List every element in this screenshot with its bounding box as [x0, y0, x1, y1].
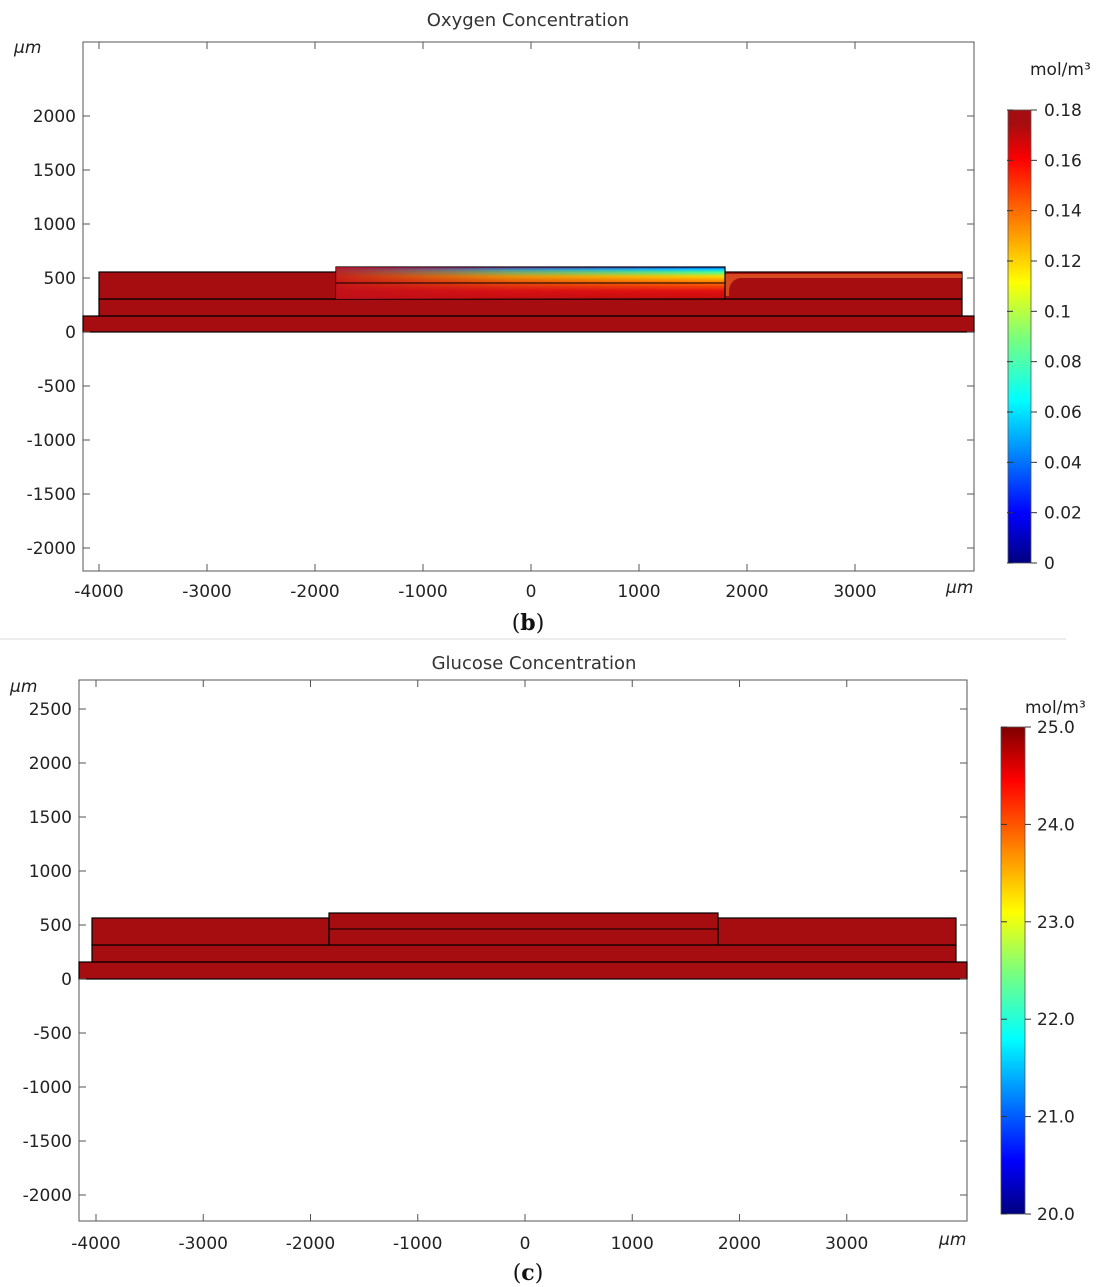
- y-tick-label: -1000: [27, 431, 76, 451]
- colorbar-tick-label: 0.08: [1044, 353, 1082, 373]
- oxygen-colorbar-label: mol/m³: [1030, 60, 1091, 80]
- colorbar-tick-label: 21.0: [1037, 1108, 1075, 1128]
- glucose-right-block: [717, 917, 957, 946]
- x-tick-label: 0: [520, 1234, 531, 1254]
- x-tick-label: -3000: [179, 1234, 228, 1254]
- y-tick-label: 500: [40, 916, 72, 936]
- x-tick-label: 2000: [725, 582, 768, 602]
- oxygen-colorbar-ticks: 0.18 0.16 0.14 0.12 0.1 0.08 0.06 0.04 0.02 0: [1007, 101, 1082, 574]
- oxygen-domains: [82, 266, 975, 333]
- x-tick-label: -1000: [393, 1234, 442, 1254]
- y-tick-label: -2000: [27, 539, 76, 559]
- colorbar-tick-label: 0.18: [1044, 101, 1082, 121]
- x-tick-label: 1000: [611, 1234, 654, 1254]
- y-tick-label: -1500: [27, 485, 76, 505]
- colorbar-tick-label: 0.04: [1044, 453, 1082, 473]
- y-tick-label: -500: [33, 1024, 72, 1044]
- colorbar-tick-label: 24.0: [1037, 815, 1075, 835]
- glucose-x-axis: -4000 -3000 -2000 -1000 0 1000 2000 3000: [71, 680, 868, 1254]
- x-tick-label: -1000: [398, 582, 447, 602]
- colorbar-tick-label: 0.02: [1044, 504, 1082, 524]
- oxygen-y-axis: 2000 1500 1000 500 0 -500 -1000 -1500 -2000: [27, 107, 974, 559]
- glucose-caption: (c): [513, 1260, 544, 1286]
- glucose-colorbar-ticks: 25.0 24.0 23.0 22.0 21.0 20.0: [1001, 718, 1075, 1225]
- glucose-base-layer: [78, 961, 968, 980]
- x-tick-label: -2000: [290, 582, 339, 602]
- x-tick-label: 1000: [617, 582, 660, 602]
- colorbar-tick-label: 20.0: [1037, 1205, 1075, 1225]
- x-tick-label: 3000: [825, 1234, 868, 1254]
- colorbar-tick-label: 23.0: [1037, 913, 1075, 933]
- oxygen-panel: Oxygen Concentration 2000 1500 1000 500 0 -50…: [13, 10, 1091, 636]
- y-tick-label: 2500: [29, 700, 72, 720]
- oxygen-middle-layer: [98, 298, 963, 317]
- y-tick-label: -2000: [23, 1186, 72, 1206]
- x-tick-label: -4000: [74, 582, 123, 602]
- glucose-panel: Glucose Concentration 2500 2000 1500 1000 50…: [9, 653, 1086, 1286]
- oxygen-colorbar: [1007, 109, 1032, 564]
- y-tick-label: 1000: [29, 862, 72, 882]
- y-tick-label: 2000: [29, 754, 72, 774]
- oxygen-right-boundary-layer: [725, 274, 962, 296]
- glucose-x-unit: μm: [938, 1230, 966, 1250]
- oxygen-y-unit: μm: [13, 38, 41, 58]
- y-tick-label: 1000: [33, 215, 76, 235]
- colorbar-tick-label: 0.12: [1044, 252, 1082, 272]
- glucose-colorbar: [1000, 726, 1026, 1215]
- glucose-left-block: [91, 917, 330, 946]
- colorbar-tick-label: 25.0: [1037, 718, 1075, 738]
- oxygen-left-block: [98, 271, 337, 300]
- glucose-title: Glucose Concentration: [432, 653, 637, 674]
- oxygen-x-unit: μm: [945, 578, 973, 598]
- y-tick-label: 1500: [29, 808, 72, 828]
- glucose-domains: [78, 912, 968, 980]
- x-tick-label: 3000: [833, 582, 876, 602]
- y-tick-label: 1500: [33, 161, 76, 181]
- x-tick-label: 2000: [718, 1234, 761, 1254]
- y-tick-label: 0: [61, 970, 72, 990]
- glucose-y-axis: 2500 2000 1500 1000 500 0 -500 -1000 -1500 -2000: [23, 700, 967, 1206]
- oxygen-caption: (b): [512, 610, 545, 636]
- oxygen-base-layer: [82, 315, 975, 333]
- oxygen-x-axis: -4000 -3000 -2000 -1000 0 1000 2000 3000: [74, 42, 877, 602]
- y-tick-label: 2000: [33, 107, 76, 127]
- colorbar-tick-label: 0.16: [1044, 151, 1082, 171]
- y-tick-label: -500: [37, 377, 76, 397]
- x-tick-label: -2000: [286, 1234, 335, 1254]
- colorbar-tick-label: 0.14: [1044, 202, 1082, 222]
- glucose-y-unit: μm: [9, 677, 37, 697]
- colorbar-tick-label: 0.1: [1044, 302, 1071, 322]
- colorbar-tick-label: 0.06: [1044, 403, 1082, 423]
- y-tick-label: -1500: [23, 1132, 72, 1152]
- colorbar-tick-label: 0: [1044, 554, 1055, 574]
- x-tick-label: -4000: [71, 1234, 120, 1254]
- oxygen-title: Oxygen Concentration: [427, 10, 629, 31]
- colorbar-tick-label: 22.0: [1037, 1010, 1075, 1030]
- x-tick-label: 0: [526, 582, 537, 602]
- y-tick-label: -1000: [23, 1078, 72, 1098]
- x-tick-label: -3000: [182, 582, 231, 602]
- y-tick-label: 500: [44, 269, 76, 289]
- glucose-middle-layer: [91, 944, 957, 963]
- y-tick-label: 0: [65, 323, 76, 343]
- glucose-colorbar-label: mol/m³: [1025, 698, 1086, 718]
